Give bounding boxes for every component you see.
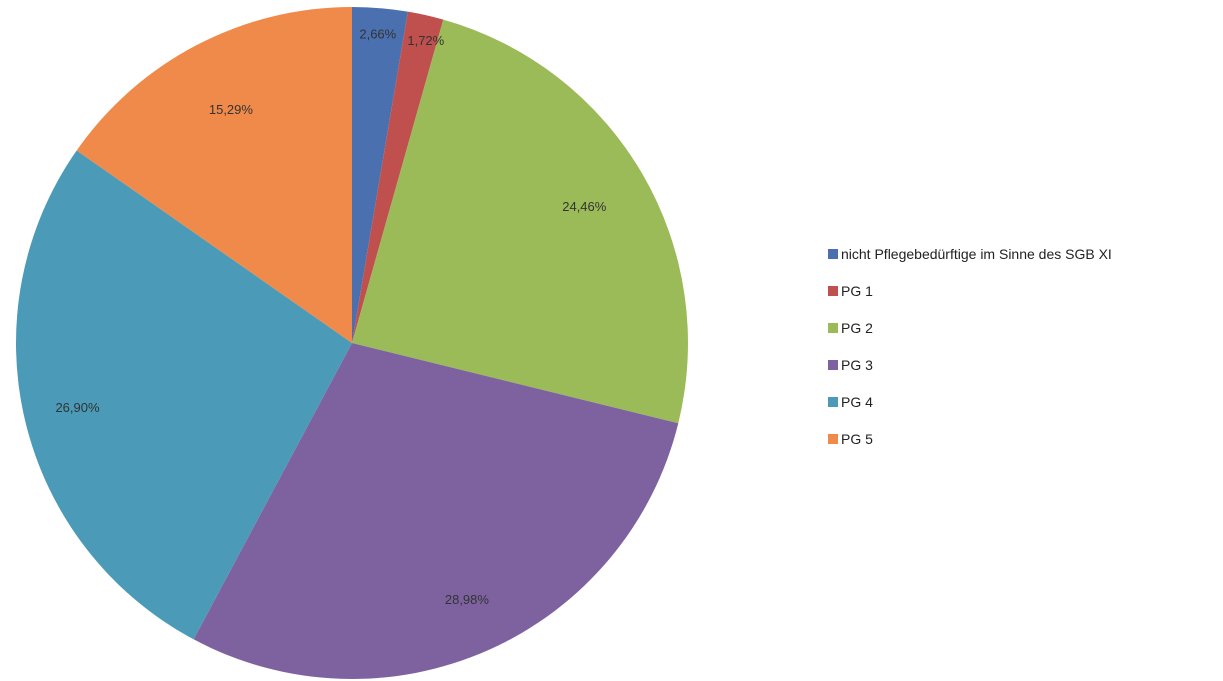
legend-entry-5: PG 4 [828,391,1218,412]
legend-swatch [828,248,838,259]
legend-label: PG 5 [841,430,873,447]
pie-chart: 2,66% 1,72% 24,46% 28,98% 26,90% 15,29% [16,6,688,679]
legend-swatch [828,285,838,296]
legend-swatch [828,396,838,407]
legend-label: PG 1 [841,282,873,299]
legend-label: PG 3 [841,356,873,373]
legend-entry-2: PG 1 [828,280,1218,301]
pie-slice-3 [352,19,688,424]
data-label-6: 15,29% [209,102,254,117]
pie-slice-1 [352,6,408,343]
data-label-3: 24,46% [562,199,607,214]
legend-label: PG 4 [841,393,873,410]
legend-swatch [828,359,838,370]
data-label-5: 26,90% [55,400,100,415]
pie-slices [16,6,688,679]
legend-entry-1: nicht Pflegebedürftige im Sinne des SGB … [828,243,1218,264]
legend-swatch [828,433,838,444]
legend-entry-6: PG 5 [828,428,1218,449]
legend-label: PG 2 [841,319,873,336]
legend-entry-3: PG 2 [828,317,1218,338]
pie-slice-4 [193,343,679,679]
data-label-1: 2,66% [359,26,396,41]
legend-entry-4: PG 3 [828,354,1218,375]
legend-swatch [828,322,838,333]
pie-slice-6 [76,7,352,343]
data-label-4: 28,98% [445,592,490,607]
pie-data-labels: 2,66% 1,72% 24,46% 28,98% 26,90% 15,29% [55,26,606,607]
pie-slice-2 [352,11,444,344]
data-label-2: 1,72% [407,33,444,48]
legend-label: nicht Pflegebedürftige im Sinne des SGB … [841,245,1112,262]
legend: nicht Pflegebedürftige im Sinne des SGB … [828,243,1218,465]
pie-slice-5 [16,150,353,640]
